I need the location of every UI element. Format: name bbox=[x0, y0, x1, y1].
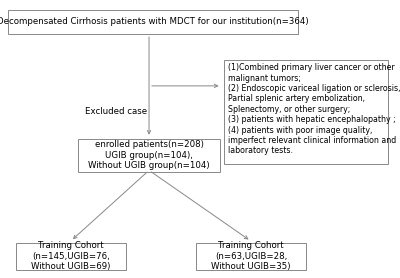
FancyBboxPatch shape bbox=[196, 242, 306, 270]
Text: Training Cohort
(n=63,UGIB=28,
Without UGIB=35): Training Cohort (n=63,UGIB=28, Without U… bbox=[211, 241, 291, 271]
Text: enrolled patients(n=208)
UGIB group(n=104),
Without UGIB group(n=104): enrolled patients(n=208) UGIB group(n=10… bbox=[88, 140, 210, 170]
FancyBboxPatch shape bbox=[78, 139, 220, 172]
Text: Training Cohort
(n=145,UGIB=76,
Without UGIB=69): Training Cohort (n=145,UGIB=76, Without … bbox=[31, 241, 110, 271]
Text: Decompensated Cirrhosis patients with MDCT for our institution(n=364): Decompensated Cirrhosis patients with MD… bbox=[0, 17, 309, 26]
Text: (1)Combined primary liver cancer or other
malignant tumors;
(2) Endoscopic varic: (1)Combined primary liver cancer or othe… bbox=[228, 63, 400, 155]
Text: Excluded case: Excluded case bbox=[85, 107, 147, 116]
FancyBboxPatch shape bbox=[16, 242, 126, 270]
FancyBboxPatch shape bbox=[8, 9, 298, 34]
FancyBboxPatch shape bbox=[224, 60, 388, 163]
